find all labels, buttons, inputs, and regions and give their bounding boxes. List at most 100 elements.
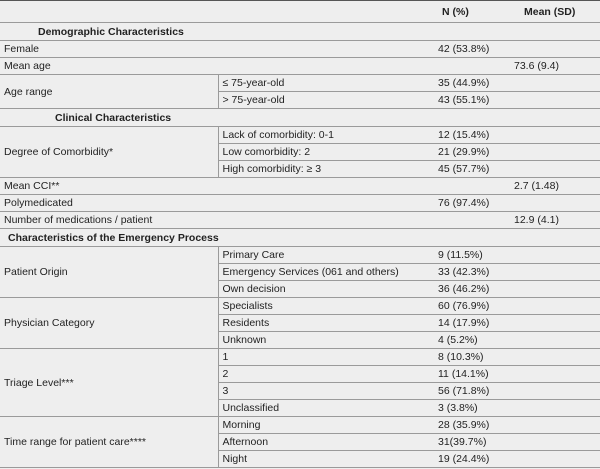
sub-label: Afternoon <box>217 433 420 451</box>
mean-cell: 12.9 (4.1) <box>500 211 600 229</box>
n-cell: 4 (5.2%) <box>420 331 500 349</box>
sub-label: > 75-year-old <box>217 91 420 109</box>
row-label: Mean age <box>0 57 420 75</box>
data-row: Degree of Comorbidity* Lack of comorbidit… <box>0 126 600 178</box>
data-row: Polymedicated 76 (97.4%) <box>0 194 600 212</box>
row-label: Time range for patient care**** <box>0 416 218 468</box>
sub-label: Unknown <box>217 331 420 349</box>
mean-cell <box>500 263 600 281</box>
n-cell: 60 (76.9%) <box>420 297 500 315</box>
n-cell <box>420 57 500 75</box>
sub-label: Unclassified <box>217 399 420 417</box>
mean-cell <box>500 74 600 92</box>
n-cell: 12 (15.4%) <box>420 126 500 144</box>
n-cell <box>420 177 500 195</box>
mean-cell <box>500 40 600 58</box>
n-cell: 11 (14.1%) <box>420 365 500 383</box>
mean-cell <box>500 450 600 468</box>
data-row: 3 56 (71.8%) <box>0 382 600 400</box>
sub-label: Residents <box>217 314 420 332</box>
row-label: Patient Origin <box>0 246 218 298</box>
n-cell: 3 (3.8%) <box>420 399 500 417</box>
n-cell: 42 (53.8%) <box>420 40 500 58</box>
row-label: Age range <box>0 74 218 109</box>
row-label: Triage Level*** <box>0 348 218 417</box>
data-row: Unknown 4 (5.2%) <box>0 331 600 349</box>
data-row: 2 11 (14.1%) <box>0 365 600 383</box>
mean-cell <box>500 280 600 298</box>
data-row: Mean age 73.6 (9.4) <box>0 57 600 75</box>
sub-label: Emergency Services (061 and others) <box>217 263 420 281</box>
sub-label: Low comorbidity: 2 <box>217 143 420 161</box>
sub-label: ≤ 75-year-old <box>217 74 420 92</box>
section-row: Demographic Characteristics <box>0 22 600 41</box>
section-title: Demographic Characteristics <box>0 22 600 41</box>
mean-cell <box>500 160 600 178</box>
sub-label: Primary Care <box>217 246 420 264</box>
section-title: Clinical Characteristics <box>0 108 600 127</box>
sub-label: 2 <box>217 365 420 383</box>
sub-label: Lack of comorbidity: 0-1 <box>217 126 420 144</box>
header-row: N (%) Mean (SD) <box>0 0 600 23</box>
data-row: Low comorbidity: 2 21 (29.9%) <box>0 143 600 161</box>
n-cell: 43 (55.1%) <box>420 91 500 109</box>
n-cell: 35 (44.9%) <box>420 74 500 92</box>
mean-cell <box>500 126 600 144</box>
n-cell: 28 (35.9%) <box>420 416 500 434</box>
row-label: Mean CCI** <box>0 177 420 195</box>
mean-cell <box>500 399 600 417</box>
n-cell: 33 (42.3%) <box>420 263 500 281</box>
sub-label: Morning <box>217 416 420 434</box>
row-label: Number of medications / patient <box>0 211 420 229</box>
data-row: Own decision 36 (46.2%) <box>0 280 600 298</box>
n-cell: 8 (10.3%) <box>420 348 500 366</box>
section-row: Characteristics of the Emergency Process <box>0 228 600 247</box>
data-row: Number of medications / patient 12.9 (4.1… <box>0 211 600 229</box>
sub-label: Specialists <box>217 297 420 315</box>
mean-cell <box>500 91 600 109</box>
row-label: Degree of Comorbidity* <box>0 126 218 178</box>
mean-cell <box>500 314 600 332</box>
mean-cell: 2.7 (1.48) <box>500 177 600 195</box>
mean-cell <box>500 297 600 315</box>
n-cell: 45 (57.7%) <box>420 160 500 178</box>
section-title: Characteristics of the Emergency Process <box>0 228 600 247</box>
mean-cell <box>500 433 600 451</box>
n-cell <box>420 211 500 229</box>
data-row: > 75-year-old 43 (55.1%) <box>0 91 600 109</box>
n-cell: 31(39.7%) <box>420 433 500 451</box>
data-row: Mean CCI** 2.7 (1.48) <box>0 177 600 195</box>
mean-cell <box>500 416 600 434</box>
mean-cell: 73.6 (9.4) <box>500 57 600 75</box>
data-row: Age range ≤ 75-year-old 35 (44.9%) <box>0 74 600 109</box>
data-row: Female 42 (53.8%) <box>0 40 600 58</box>
n-cell: 36 (46.2%) <box>420 280 500 298</box>
data-row: High comorbidity: ≥ 3 45 (57.7%) <box>0 160 600 178</box>
mean-cell <box>500 246 600 264</box>
data-row: Afternoon 31(39.7%) <box>0 433 600 451</box>
data-row: Time range for patient care**** Morning 28… <box>0 416 600 468</box>
data-row: Night 19 (24.4%) <box>0 450 600 468</box>
mean-cell <box>500 348 600 366</box>
mean-cell <box>500 143 600 161</box>
mean-cell <box>500 365 600 383</box>
data-row: Patient Origin Primary Care 9 (11.5%) <box>0 246 600 298</box>
n-cell: 76 (97.4%) <box>420 194 500 212</box>
sub-label: 3 <box>217 382 420 400</box>
n-cell: 21 (29.9%) <box>420 143 500 161</box>
header-empty <box>0 0 420 23</box>
row-label: Physician Category <box>0 297 218 349</box>
column-header: Mean (SD) <box>500 0 600 23</box>
data-row: Unclassified 3 (3.8%) <box>0 399 600 417</box>
mean-cell <box>500 382 600 400</box>
n-cell: 9 (11.5%) <box>420 246 500 264</box>
data-row: Emergency Services (061 and others) 33 (4… <box>0 263 600 281</box>
data-row: Triage Level*** 1 8 (10.3%) <box>0 348 600 417</box>
data-row: Residents 14 (17.9%) <box>0 314 600 332</box>
sub-label: Own decision <box>217 280 420 298</box>
sub-label: High comorbidity: ≥ 3 <box>217 160 420 178</box>
sub-label: Night <box>217 450 420 468</box>
